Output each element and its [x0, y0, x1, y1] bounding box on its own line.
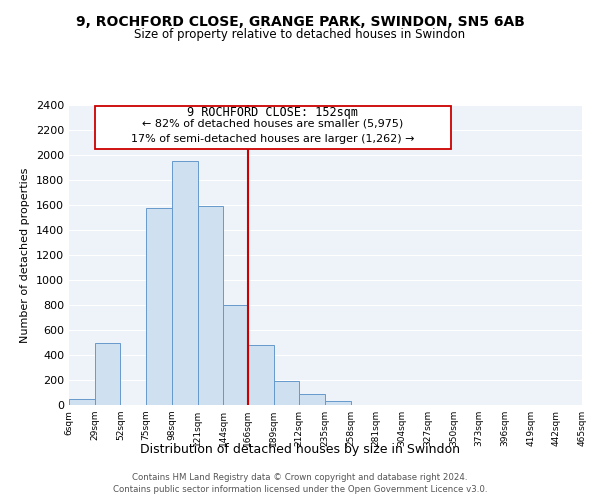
Bar: [299, 394, 325, 405]
Text: ← 82% of detached houses are smaller (5,975): ← 82% of detached houses are smaller (5,…: [142, 118, 404, 128]
Text: Contains HM Land Registry data © Crown copyright and database right 2024.: Contains HM Land Registry data © Crown c…: [132, 472, 468, 482]
Text: Contains public sector information licensed under the Open Government Licence v3: Contains public sector information licen…: [113, 485, 487, 494]
Bar: [172, 161, 197, 405]
Bar: [95, 342, 121, 405]
Text: Size of property relative to detached houses in Swindon: Size of property relative to detached ho…: [134, 28, 466, 41]
Bar: [69, 399, 95, 405]
Bar: [197, 206, 223, 405]
Bar: [274, 381, 299, 405]
FancyBboxPatch shape: [95, 106, 451, 150]
Bar: [325, 401, 350, 405]
Text: 9 ROCHFORD CLOSE: 152sqm: 9 ROCHFORD CLOSE: 152sqm: [187, 106, 358, 119]
Bar: [223, 305, 248, 405]
Text: 17% of semi-detached houses are larger (1,262) →: 17% of semi-detached houses are larger (…: [131, 134, 415, 144]
Bar: [248, 345, 274, 405]
Text: Distribution of detached houses by size in Swindon: Distribution of detached houses by size …: [140, 442, 460, 456]
Bar: [146, 208, 172, 405]
Y-axis label: Number of detached properties: Number of detached properties: [20, 168, 31, 342]
Text: 9, ROCHFORD CLOSE, GRANGE PARK, SWINDON, SN5 6AB: 9, ROCHFORD CLOSE, GRANGE PARK, SWINDON,…: [76, 15, 524, 29]
